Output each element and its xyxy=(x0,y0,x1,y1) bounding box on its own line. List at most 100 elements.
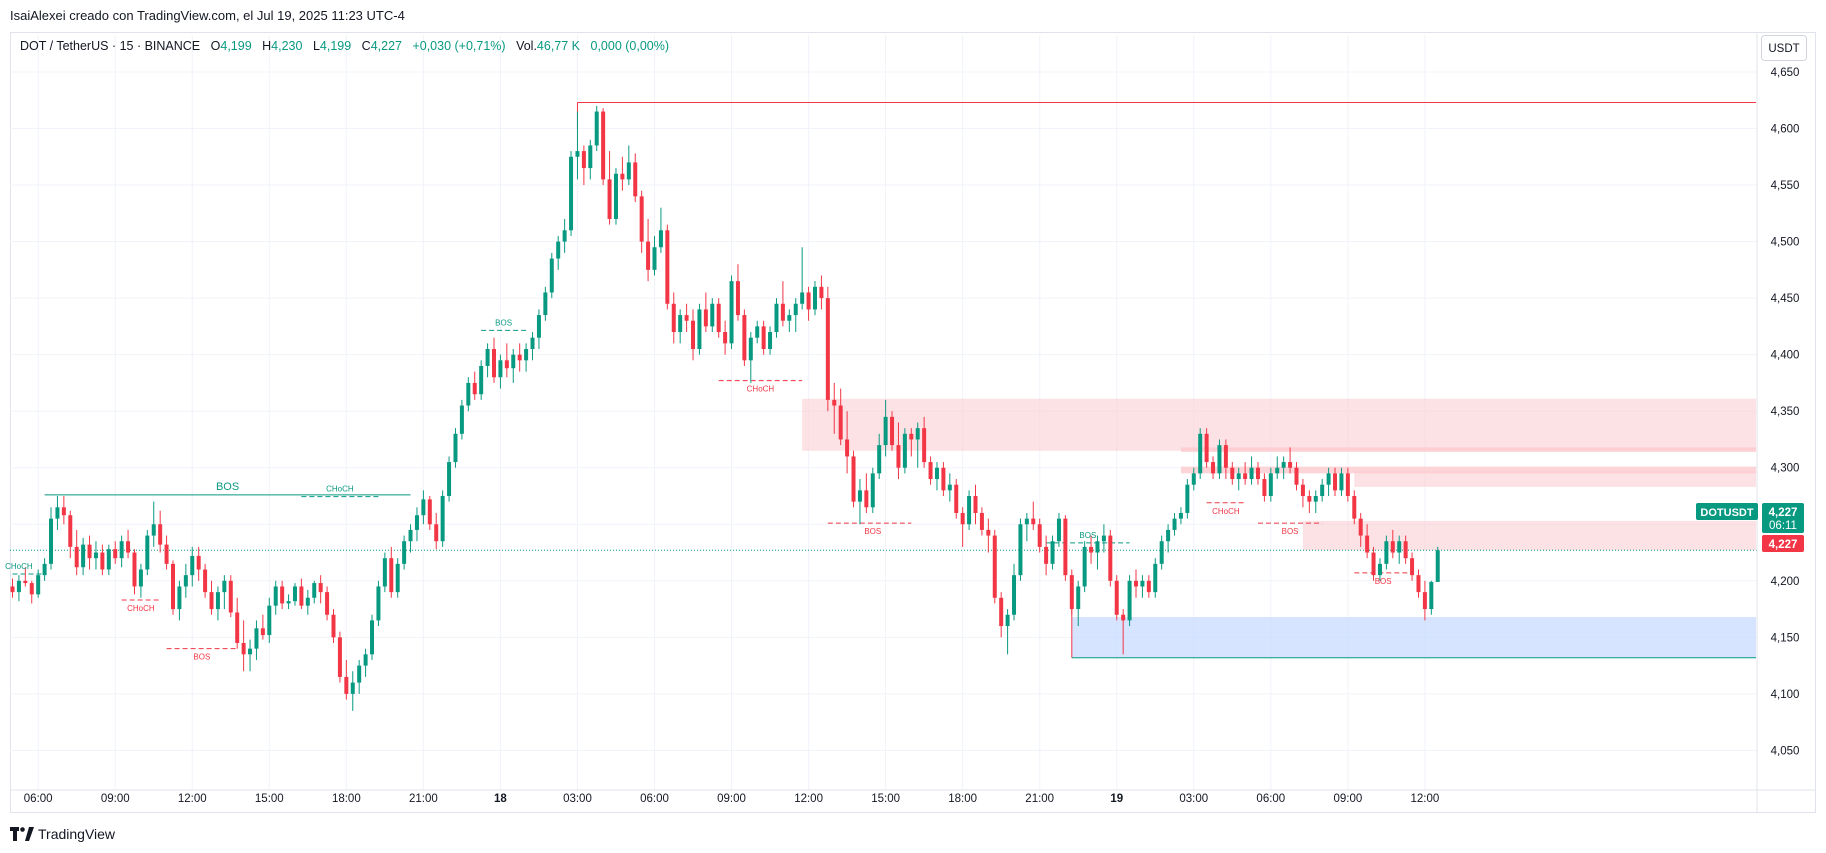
candle-body xyxy=(646,241,651,270)
candle xyxy=(986,518,991,553)
candle-body xyxy=(1127,580,1132,621)
candle xyxy=(710,298,715,333)
candle-body xyxy=(1044,546,1049,564)
candle-body xyxy=(1012,575,1017,615)
candle xyxy=(472,371,477,400)
candle xyxy=(806,286,811,321)
candle-body xyxy=(742,315,747,361)
candle-body xyxy=(203,569,208,593)
candle-body xyxy=(504,360,509,369)
candle xyxy=(581,145,586,186)
candle-body xyxy=(215,592,220,610)
candle-body xyxy=(973,496,978,513)
candle xyxy=(1198,428,1203,480)
candle xyxy=(1390,529,1395,559)
candle-body xyxy=(49,518,54,564)
candle-body xyxy=(1121,614,1126,621)
candle-body xyxy=(992,535,997,598)
candle-body xyxy=(967,496,972,525)
candle-body xyxy=(1031,518,1036,525)
candle-body xyxy=(434,524,439,542)
candle-body xyxy=(1204,433,1209,463)
candle-body xyxy=(1255,467,1260,480)
candle xyxy=(132,549,137,595)
y-tick-label: 4,350 xyxy=(1771,406,1800,418)
candle-body xyxy=(716,303,721,333)
legend-symbol[interactable]: DOT / TetherUS · 15 · BINANCE xyxy=(20,39,201,53)
candle-body xyxy=(113,549,118,559)
candle xyxy=(748,332,753,383)
tradingview-logo[interactable]: TradingView xyxy=(10,826,115,842)
candle-body xyxy=(440,496,445,542)
legend-high-label: H xyxy=(262,39,272,53)
candle-body xyxy=(1275,467,1280,474)
candle xyxy=(857,479,862,525)
candle xyxy=(1416,569,1421,598)
tradingview-brand: TradingView xyxy=(38,826,116,842)
candle-body xyxy=(1069,575,1074,610)
candle xyxy=(1397,535,1402,564)
legend-close-label: C xyxy=(361,39,371,53)
candle-body xyxy=(106,549,111,570)
candle xyxy=(370,614,375,660)
candle xyxy=(158,510,163,553)
candle-body xyxy=(1108,535,1113,581)
candle-body xyxy=(684,315,689,321)
candle-body xyxy=(267,605,272,636)
symbol-tag-bg xyxy=(1696,503,1758,520)
candle-body xyxy=(691,320,696,349)
x-tick-label: 06:00 xyxy=(1256,793,1285,805)
candle xyxy=(979,507,984,536)
candle-body xyxy=(1153,563,1158,593)
candle xyxy=(1281,456,1286,480)
candle xyxy=(414,507,419,542)
y-tick-label: 4,050 xyxy=(1771,745,1800,757)
candle xyxy=(511,349,516,383)
candle xyxy=(1345,467,1350,502)
candle xyxy=(883,399,888,457)
candle-body xyxy=(710,303,715,327)
candle xyxy=(498,354,503,389)
currency-button[interactable]: USDT xyxy=(1761,35,1807,61)
candle xyxy=(1422,580,1427,621)
candle-body xyxy=(979,512,984,530)
candle xyxy=(774,298,779,338)
candle xyxy=(1339,467,1344,496)
structure-lines xyxy=(10,101,1757,650)
candle xyxy=(1056,512,1061,547)
candle-body xyxy=(607,179,612,219)
candle xyxy=(1037,518,1042,553)
candle-body xyxy=(286,601,291,604)
candle xyxy=(87,535,92,570)
y-tick-label: 4,600 xyxy=(1771,124,1800,136)
candle xyxy=(177,580,182,621)
candle xyxy=(1134,569,1138,598)
candle-body xyxy=(447,462,452,496)
candle xyxy=(639,190,644,253)
candle xyxy=(594,105,599,152)
candle xyxy=(1127,575,1132,627)
candle xyxy=(556,235,561,270)
candle-body xyxy=(1166,529,1171,542)
supply-zone xyxy=(1302,520,1756,551)
candle xyxy=(325,586,330,621)
structure-label: BOS xyxy=(1282,527,1299,536)
last-price-tag-bg xyxy=(1762,503,1804,533)
candle-body xyxy=(723,332,728,344)
candle-body xyxy=(305,597,310,606)
candle xyxy=(768,326,773,355)
candle-body xyxy=(934,467,939,480)
candle-body xyxy=(337,637,342,677)
candle xyxy=(575,111,580,180)
candle xyxy=(126,529,131,559)
candle xyxy=(902,428,907,474)
x-tick-label: 12:00 xyxy=(794,793,823,805)
candle xyxy=(1358,512,1363,547)
candle xyxy=(337,631,342,683)
structure-label: BOS xyxy=(1375,577,1392,586)
candle-body xyxy=(1307,496,1312,502)
candle-body xyxy=(639,196,644,242)
y-tick-label: 4,550 xyxy=(1771,180,1800,192)
x-tick-label: 18 xyxy=(494,793,507,805)
